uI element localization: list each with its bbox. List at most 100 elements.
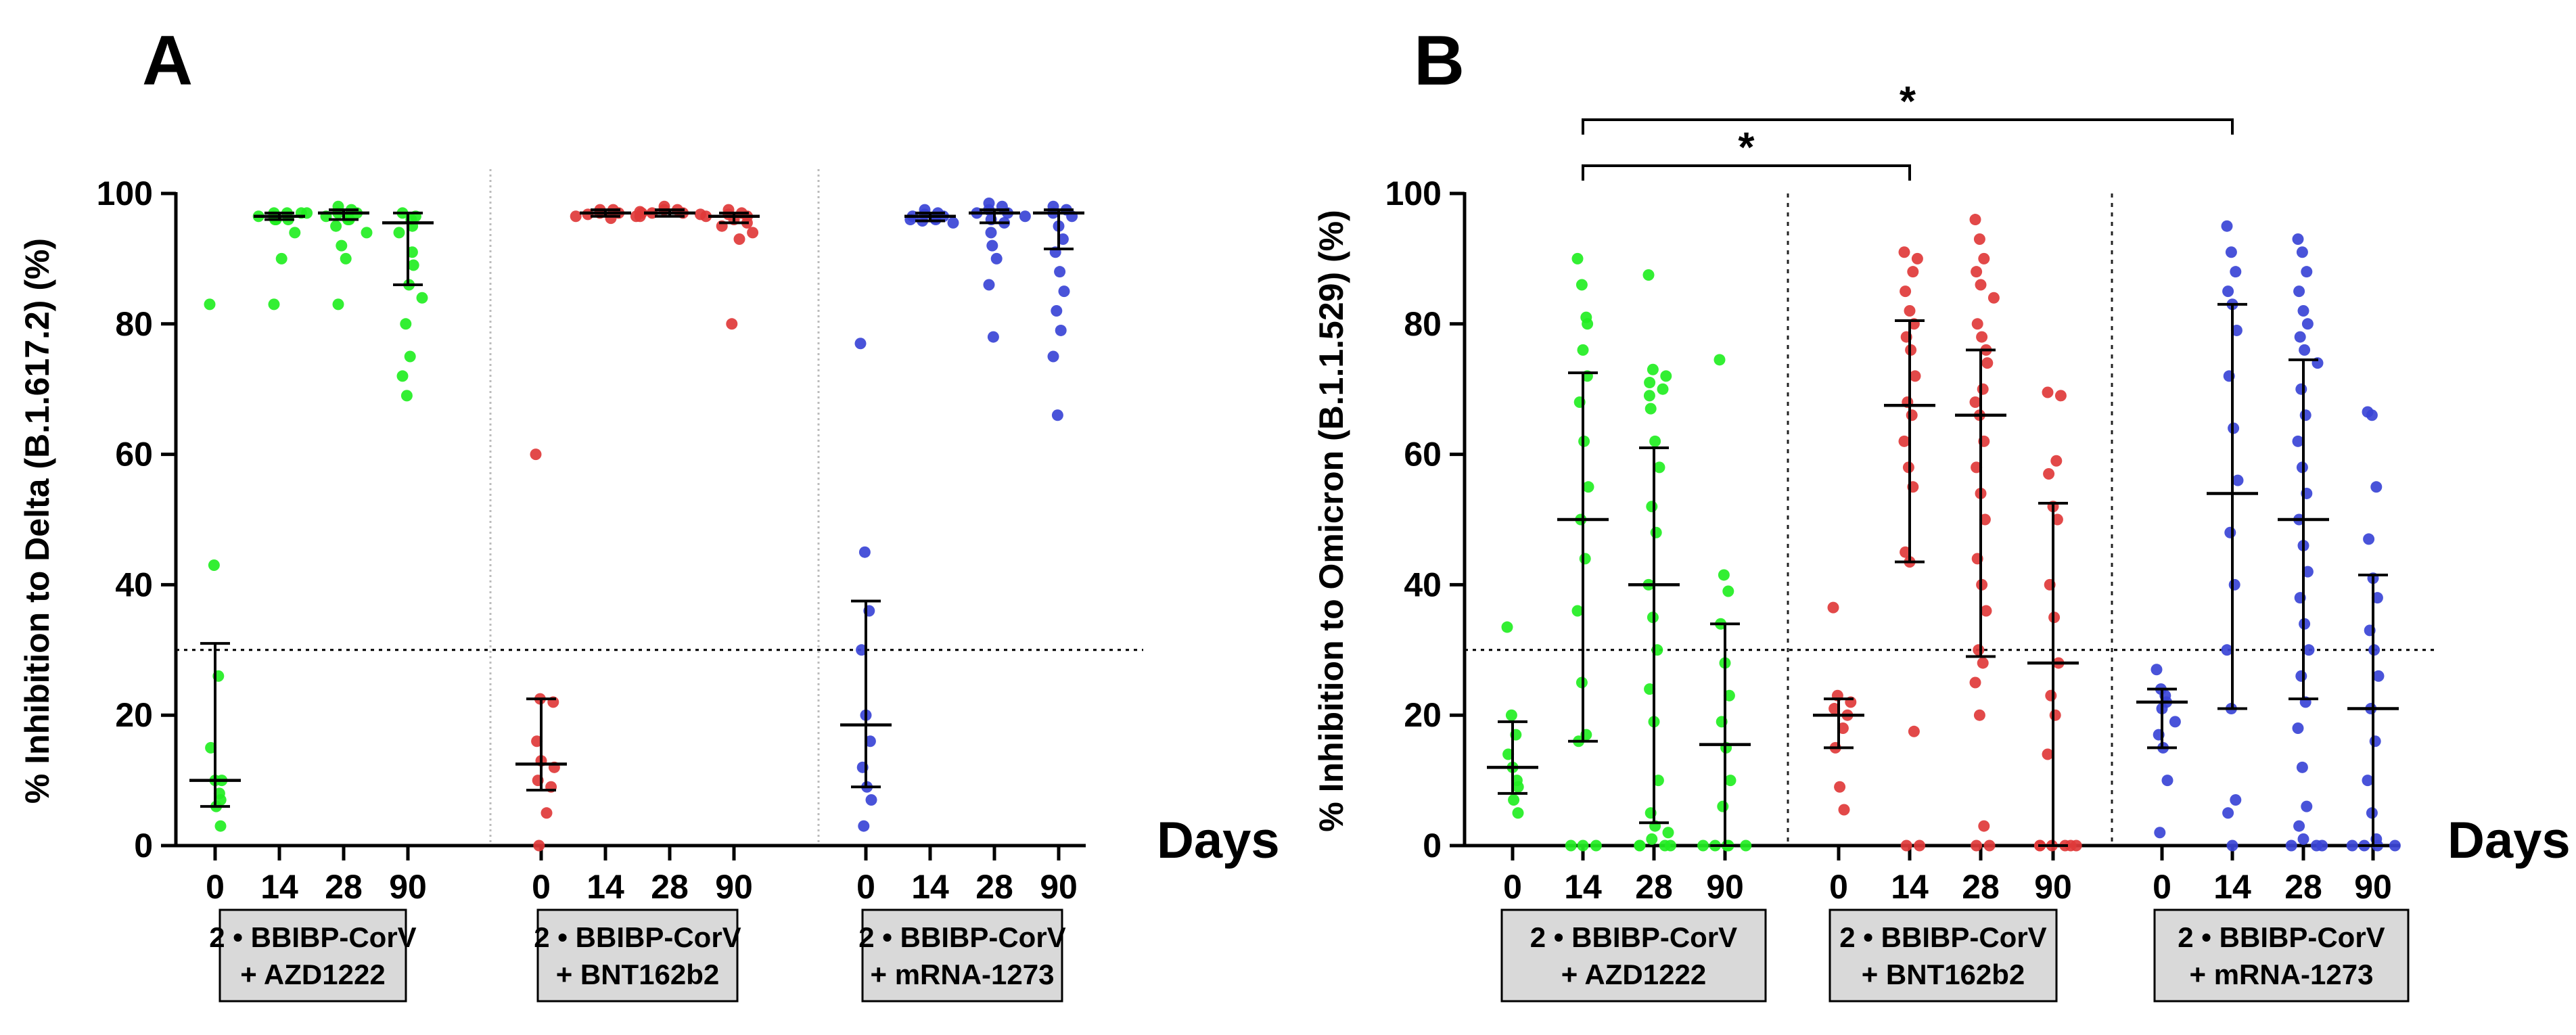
- data-point: [1714, 354, 1726, 366]
- data-point: [1590, 840, 1602, 852]
- data-point: [2051, 513, 2063, 526]
- group-label-box: [1500, 908, 1767, 1003]
- data-point: [1512, 807, 1524, 819]
- data-point: [864, 735, 876, 748]
- data-point: [947, 216, 959, 229]
- significance-bracket: [1582, 164, 1911, 181]
- data-point: [1643, 390, 1655, 402]
- x-tick-label-day: 0: [1503, 868, 1522, 906]
- data-point: [540, 807, 553, 819]
- group-label-box: [218, 908, 407, 1003]
- data-point: [2050, 455, 2063, 467]
- data-point: [2230, 266, 2242, 278]
- x-tick-label-day: 28: [651, 868, 689, 906]
- significance-asterisk: *: [1900, 78, 1916, 125]
- data-point: [747, 227, 759, 239]
- group-label-line1: 2 • BBIBP-CorV: [1530, 921, 1737, 953]
- data-point: [2295, 670, 2307, 682]
- data-point: [1838, 804, 1850, 816]
- data-point: [865, 794, 877, 806]
- significance-bracket: [1582, 118, 2234, 135]
- x-tick-label-day: 90: [2034, 868, 2072, 906]
- data-point: [1971, 318, 1983, 330]
- data-point: [400, 318, 412, 330]
- data-point: [1019, 210, 1031, 223]
- data-point: [1652, 775, 1664, 787]
- data-point: [2224, 526, 2236, 538]
- data-point: [1969, 214, 1981, 226]
- data-point: [985, 227, 997, 239]
- data-point: [2301, 266, 2313, 278]
- data-point: [1051, 409, 1063, 421]
- data-point: [1646, 833, 1658, 845]
- data-point: [204, 298, 216, 310]
- data-point: [1644, 377, 1656, 389]
- data-point: [2230, 324, 2242, 336]
- data-point: [340, 252, 352, 264]
- data-point: [1582, 481, 1594, 493]
- data-point: [2225, 246, 2237, 258]
- data-point: [1973, 709, 1985, 721]
- y-tick-label: 80: [1404, 305, 1442, 343]
- y-tick-label: 60: [115, 436, 153, 474]
- data-point: [396, 370, 409, 382]
- data-point: [1055, 324, 1067, 336]
- data-point: [1969, 396, 1981, 408]
- data-point: [2169, 716, 2181, 728]
- group-label-line1: 2 • BBIBP-CorV: [209, 921, 416, 953]
- data-point: [1662, 827, 1674, 839]
- data-point: [987, 331, 999, 343]
- data-point: [2293, 820, 2305, 832]
- data-point: [1977, 383, 1989, 395]
- y-tick-label: 20: [115, 696, 153, 734]
- x-tick-label-day: 28: [325, 868, 363, 906]
- data-point: [2070, 840, 2082, 852]
- data-point: [990, 252, 1003, 264]
- x-tick-label-day: 28: [2284, 868, 2322, 906]
- data-point: [1971, 840, 1983, 852]
- data-point: [1898, 435, 1910, 447]
- data-point: [205, 741, 217, 754]
- data-point: [2226, 840, 2238, 852]
- data-point: [2293, 285, 2305, 298]
- data-point: [1980, 605, 1992, 617]
- data-point: [393, 227, 405, 239]
- data-point: [2232, 474, 2244, 486]
- data-point: [1647, 363, 1659, 375]
- y-tick-label: 60: [1404, 436, 1442, 474]
- data-point: [2292, 722, 2304, 734]
- data-point: [2299, 344, 2311, 356]
- group-label-line2: + BNT162b2: [556, 959, 720, 990]
- data-point: [1834, 781, 1846, 793]
- data-point: [361, 227, 373, 239]
- data-point: [1571, 252, 1584, 264]
- data-point: [1664, 840, 1676, 852]
- data-point: [2292, 435, 2304, 447]
- group-label-line2: + AZD1222: [240, 959, 385, 990]
- data-point: [1577, 344, 1589, 356]
- data-point: [2296, 246, 2308, 258]
- data-point: [531, 735, 543, 748]
- data-point: [2369, 735, 2381, 748]
- data-point: [1697, 840, 1709, 852]
- data-point: [1508, 794, 1520, 806]
- x-tick-label-day: 14: [586, 868, 624, 906]
- data-point: [2301, 800, 2313, 812]
- data-point: [733, 233, 745, 245]
- data-point: [2221, 644, 2233, 656]
- group-label-line1: 2 • BBIBP-CorV: [534, 921, 741, 953]
- data-point: [700, 210, 712, 223]
- data-point: [275, 252, 288, 264]
- data-point: [2372, 670, 2385, 682]
- data-point: [570, 210, 582, 223]
- panel-label-b: B: [1414, 22, 1465, 100]
- data-point: [1981, 357, 1994, 369]
- data-point: [1914, 840, 1926, 852]
- data-point: [1649, 435, 1661, 447]
- data-point: [2296, 761, 2308, 773]
- data-point: [1740, 840, 1752, 852]
- data-point: [1571, 605, 1584, 617]
- x-tick-label-day: 0: [2153, 868, 2171, 906]
- data-point: [1724, 775, 1736, 787]
